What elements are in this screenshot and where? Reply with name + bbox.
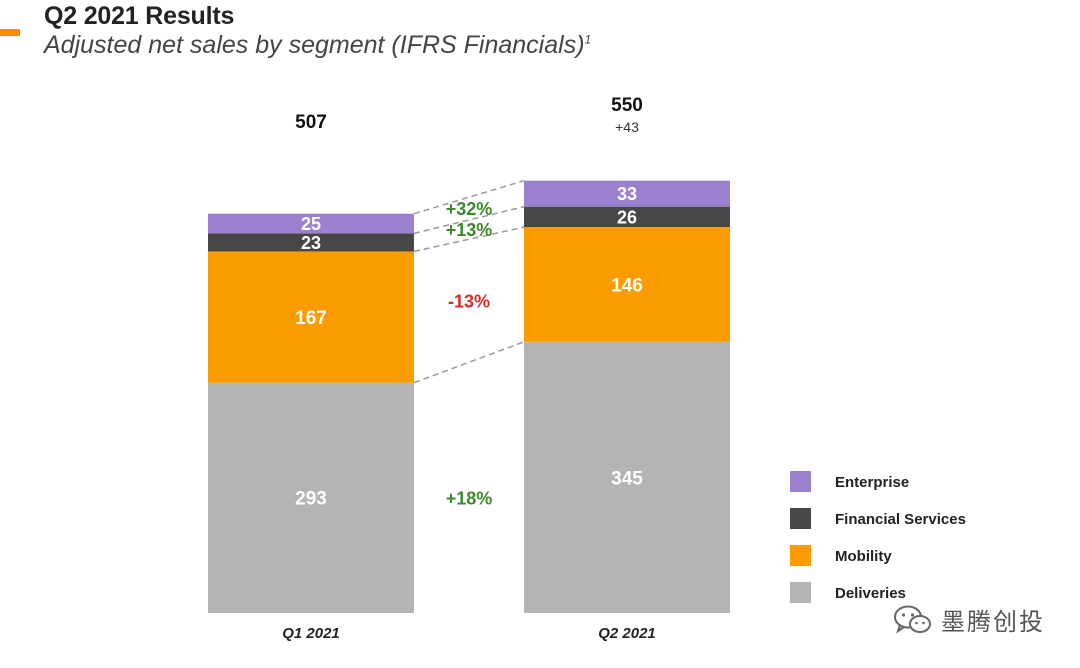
subtitle-text: Adjusted net sales by segment (IFRS Fina…: [44, 31, 585, 59]
legend-label-mobility: Mobility: [835, 548, 892, 565]
bar-mobility-q1-2021: [208, 251, 414, 383]
legend-swatch-financial-services: [790, 508, 811, 529]
legend-label-financial-services: Financial Services: [835, 511, 966, 528]
data-label-deliveries-q2-2021: 345: [611, 468, 643, 489]
data-label-financial-services-q2-2021: 26: [617, 207, 637, 227]
total-label-q1-2021: 507: [295, 112, 327, 133]
watermark-text: 墨腾创投: [941, 608, 1045, 636]
bar-financial-services-q1-2021: [208, 233, 414, 252]
bar-deliveries-q2-2021: [524, 341, 730, 613]
x-tick-label-q1-2021: Q1 2021: [282, 625, 340, 642]
legend-swatch-mobility: [790, 545, 811, 566]
bar-financial-services-q2-2021: [524, 206, 730, 228]
watermark: 墨腾创投: [893, 602, 1045, 637]
growth-label-deliveries: +18%: [446, 488, 493, 508]
growth-label-financial-services: +13%: [446, 220, 493, 240]
data-label-enterprise-q1-2021: 25: [301, 214, 321, 234]
data-label-mobility-q2-2021: 146: [611, 275, 643, 296]
total-change-label: +43: [615, 119, 639, 135]
legend-swatch-enterprise: [790, 471, 811, 492]
accent-bar: [0, 29, 20, 36]
bar-enterprise-q2-2021: [524, 180, 730, 207]
data-label-deliveries-q1-2021: 293: [295, 489, 327, 510]
total-label-q2-2021: 550: [611, 95, 643, 116]
bar-enterprise-q1-2021: [208, 213, 414, 234]
page-title: Q2 2021 Results: [44, 2, 235, 30]
page-subtitle: Adjusted net sales by segment (IFRS Fina…: [44, 31, 591, 60]
legend-label-deliveries: Deliveries: [835, 585, 906, 602]
connector-enterprise: [413, 205, 525, 235]
connector-mobility: [413, 341, 525, 384]
bar-deliveries-q1-2021: [208, 382, 414, 613]
connector-top: [413, 179, 525, 215]
growth-label-enterprise: +32%: [446, 199, 493, 219]
legend-label-enterprise: Enterprise: [835, 474, 909, 491]
wechat-icon: [894, 605, 931, 633]
subtitle-footnote-mark: 1: [584, 32, 592, 47]
growth-label-mobility: -13%: [448, 291, 490, 311]
data-label-mobility-q1-2021: 167: [295, 308, 327, 329]
connector-financial-services: [413, 226, 525, 253]
bar-mobility-q2-2021: [524, 227, 730, 342]
data-label-enterprise-q2-2021: 33: [617, 184, 637, 204]
legend-swatch-deliveries: [790, 582, 811, 603]
data-label-financial-services-q1-2021: 23: [301, 233, 321, 253]
x-tick-label-q2-2021: Q2 2021: [598, 625, 656, 642]
